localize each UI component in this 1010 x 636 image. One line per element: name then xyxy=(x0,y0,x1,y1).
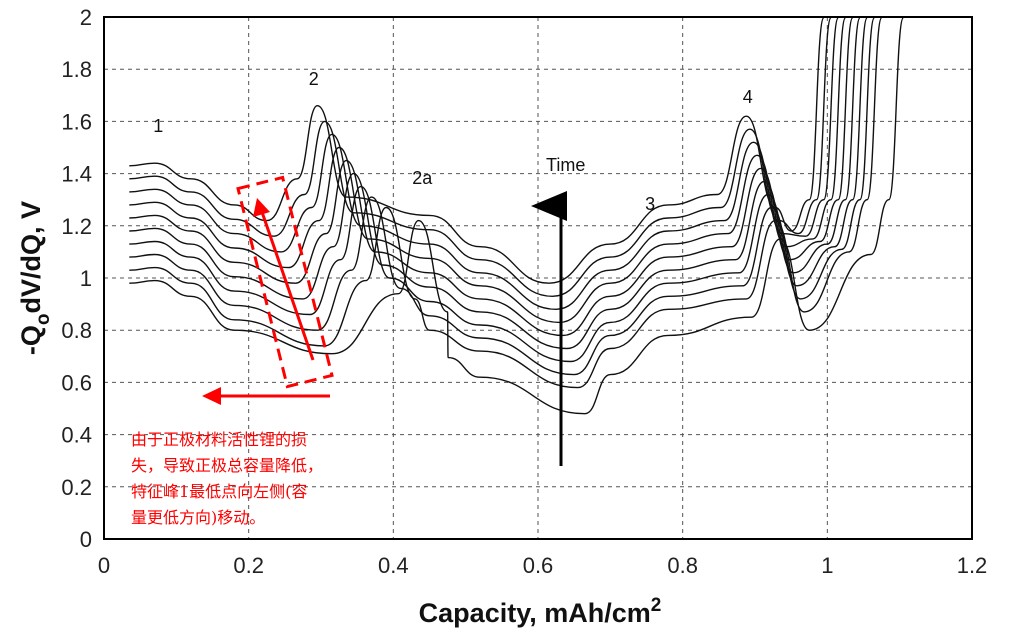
y-tick-label: 1.6 xyxy=(61,109,92,134)
red-dashed-box xyxy=(236,175,334,389)
x-tick-label: 1 xyxy=(821,553,833,578)
y-tick-labels: 0 0.2 0.4 0.6 0.8 1 1.2 1.4 1.6 1.8 2 xyxy=(61,5,92,552)
plot-border xyxy=(103,16,973,540)
time-label: Time xyxy=(546,155,585,175)
red-trend-arrowhead xyxy=(253,198,270,217)
x-tick-label: 1.2 xyxy=(957,553,988,578)
y-tick-label: 0.8 xyxy=(61,318,92,343)
grid-lines xyxy=(104,17,972,539)
peak-label: 3 xyxy=(645,194,655,214)
x-tick-label: 0.6 xyxy=(523,553,554,578)
annotation-text: 由于正极材料活性锂的损 失，导致正极总容量降低， 特征峰1最低点向左侧(容 量更… xyxy=(131,430,323,527)
y-tick-label: 1.4 xyxy=(61,162,92,187)
x-tick-label: 0 xyxy=(98,553,110,578)
svg-text:失，导致正极总容量降低，: 失，导致正极总容量降低， xyxy=(131,456,323,475)
series-line-9 xyxy=(129,17,883,389)
y-tick-label: 0.6 xyxy=(61,370,92,395)
series-line-4 xyxy=(129,17,847,324)
y-tick-label: 1.8 xyxy=(61,57,92,82)
series-line-3 xyxy=(129,17,839,311)
x-tick-label: 0.4 xyxy=(378,553,409,578)
red-trend-arrow xyxy=(260,211,315,361)
peak-label: 2 xyxy=(309,69,319,89)
svg-text:量更低方向)移动。: 量更低方向)移动。 xyxy=(131,508,265,527)
x-tick-label: 0.8 xyxy=(667,553,698,578)
peak-labels: 1 2 2a 3 4 xyxy=(153,69,753,214)
peak-label: 4 xyxy=(743,87,753,107)
y-tick-label: 0.4 xyxy=(61,423,92,448)
svg-text:特征峰1最低点向左侧(容: 特征峰1最低点向左侧(容 xyxy=(131,482,307,501)
y-tick-label: 0 xyxy=(80,527,92,552)
peak-label: 2a xyxy=(412,168,433,188)
svg-text:由于正极材料活性锂的损: 由于正极材料活性锂的损 xyxy=(131,430,307,449)
x-tick-labels: 0 0.2 0.4 0.6 0.8 1 1.2 xyxy=(98,553,987,578)
y-axis-title: -QodV/dQ, V xyxy=(16,201,54,355)
y-tick-label: 0.2 xyxy=(61,475,92,500)
x-tick-label: 0.2 xyxy=(233,553,264,578)
peak-label: 1 xyxy=(153,116,163,136)
red-left-arrowhead xyxy=(202,387,221,405)
y-tick-label: 1 xyxy=(80,266,92,291)
x-axis-title: Capacity, mAh/cm2 xyxy=(419,595,662,628)
y-tick-label: 2 xyxy=(80,5,92,30)
y-tick-label: 1.2 xyxy=(61,214,92,239)
series-line-2 xyxy=(129,17,832,298)
